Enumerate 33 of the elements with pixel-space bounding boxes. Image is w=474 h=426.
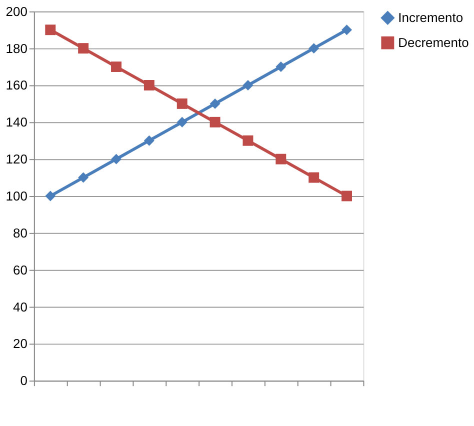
- y-tick-label: 140: [6, 114, 28, 130]
- y-tick-label: 60: [13, 262, 28, 278]
- point: [242, 80, 254, 90]
- point: [111, 154, 122, 164]
- y-tick-label: 120: [6, 152, 28, 167]
- point: [45, 190, 56, 202]
- point: [210, 98, 220, 109]
- legend-label: Incremento: [398, 10, 464, 25]
- point: [308, 43, 320, 54]
- point: [276, 154, 286, 164]
- y-tick-label: 80: [13, 225, 28, 240]
- point: [144, 135, 154, 146]
- y-tick-label: 180: [6, 40, 28, 56]
- y-tick-label: 20: [13, 336, 28, 352]
- y-tick-label: 200: [6, 4, 28, 19]
- point: [78, 172, 89, 183]
- point: [176, 98, 188, 109]
- legend-label: Decremento: [398, 34, 469, 50]
- point: [276, 62, 286, 72]
- point: [342, 24, 352, 36]
- point: [242, 135, 254, 146]
- point: [111, 62, 122, 72]
- point: [342, 190, 352, 202]
- point: [45, 24, 56, 36]
- y-tick-label: 160: [6, 78, 28, 93]
- y-tick-label: 40: [13, 299, 28, 314]
- point: [144, 80, 154, 90]
- point: [308, 172, 320, 183]
- point: [78, 43, 89, 54]
- y-tick-label: 100: [6, 188, 28, 204]
- point: [176, 116, 188, 128]
- y-tick-label: 0: [20, 373, 28, 388]
- point: [210, 116, 220, 128]
